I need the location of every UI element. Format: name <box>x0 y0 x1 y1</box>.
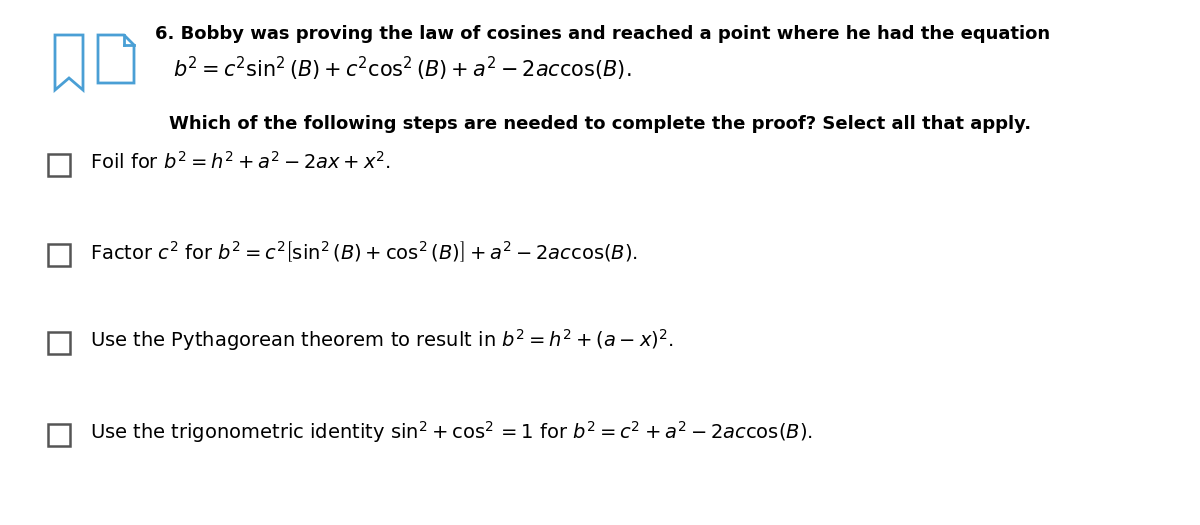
Bar <box>48 244 70 266</box>
Text: 6. Bobby was proving the law of cosines and reached a point where he had the equ: 6. Bobby was proving the law of cosines … <box>155 25 1050 43</box>
Bar <box>48 332 70 354</box>
Text: Foil for $b^2 = h^2 + a^2 - 2ax + x^2.$: Foil for $b^2 = h^2 + a^2 - 2ax + x^2.$ <box>90 151 391 173</box>
Bar <box>48 154 70 176</box>
Bar <box>48 424 70 446</box>
Text: Factor $c^2$ for $b^2 = c^2\left[\sin^2(B) + \cos^2(B)\right] + a^2 - 2ac\cos(B): Factor $c^2$ for $b^2 = c^2\left[\sin^2(… <box>90 240 638 264</box>
Text: Use the trigonometric identity $\sin^2\!+\cos^2 = 1$ for $b^2 = c^2 + a^2 - 2ac\: Use the trigonometric identity $\sin^2\!… <box>90 419 812 445</box>
Text: $b^2 = c^2 \sin^2(B) + c^2 \cos^2(B) + a^2 - 2ac\cos(B).$: $b^2 = c^2 \sin^2(B) + c^2 \cos^2(B) + a… <box>173 55 631 83</box>
Text: Which of the following steps are needed to complete the proof? Select all that a: Which of the following steps are needed … <box>169 115 1031 133</box>
Text: Use the Pythagorean theorem to result in $b^2 = h^2 + (a - x)^2.$: Use the Pythagorean theorem to result in… <box>90 327 673 353</box>
